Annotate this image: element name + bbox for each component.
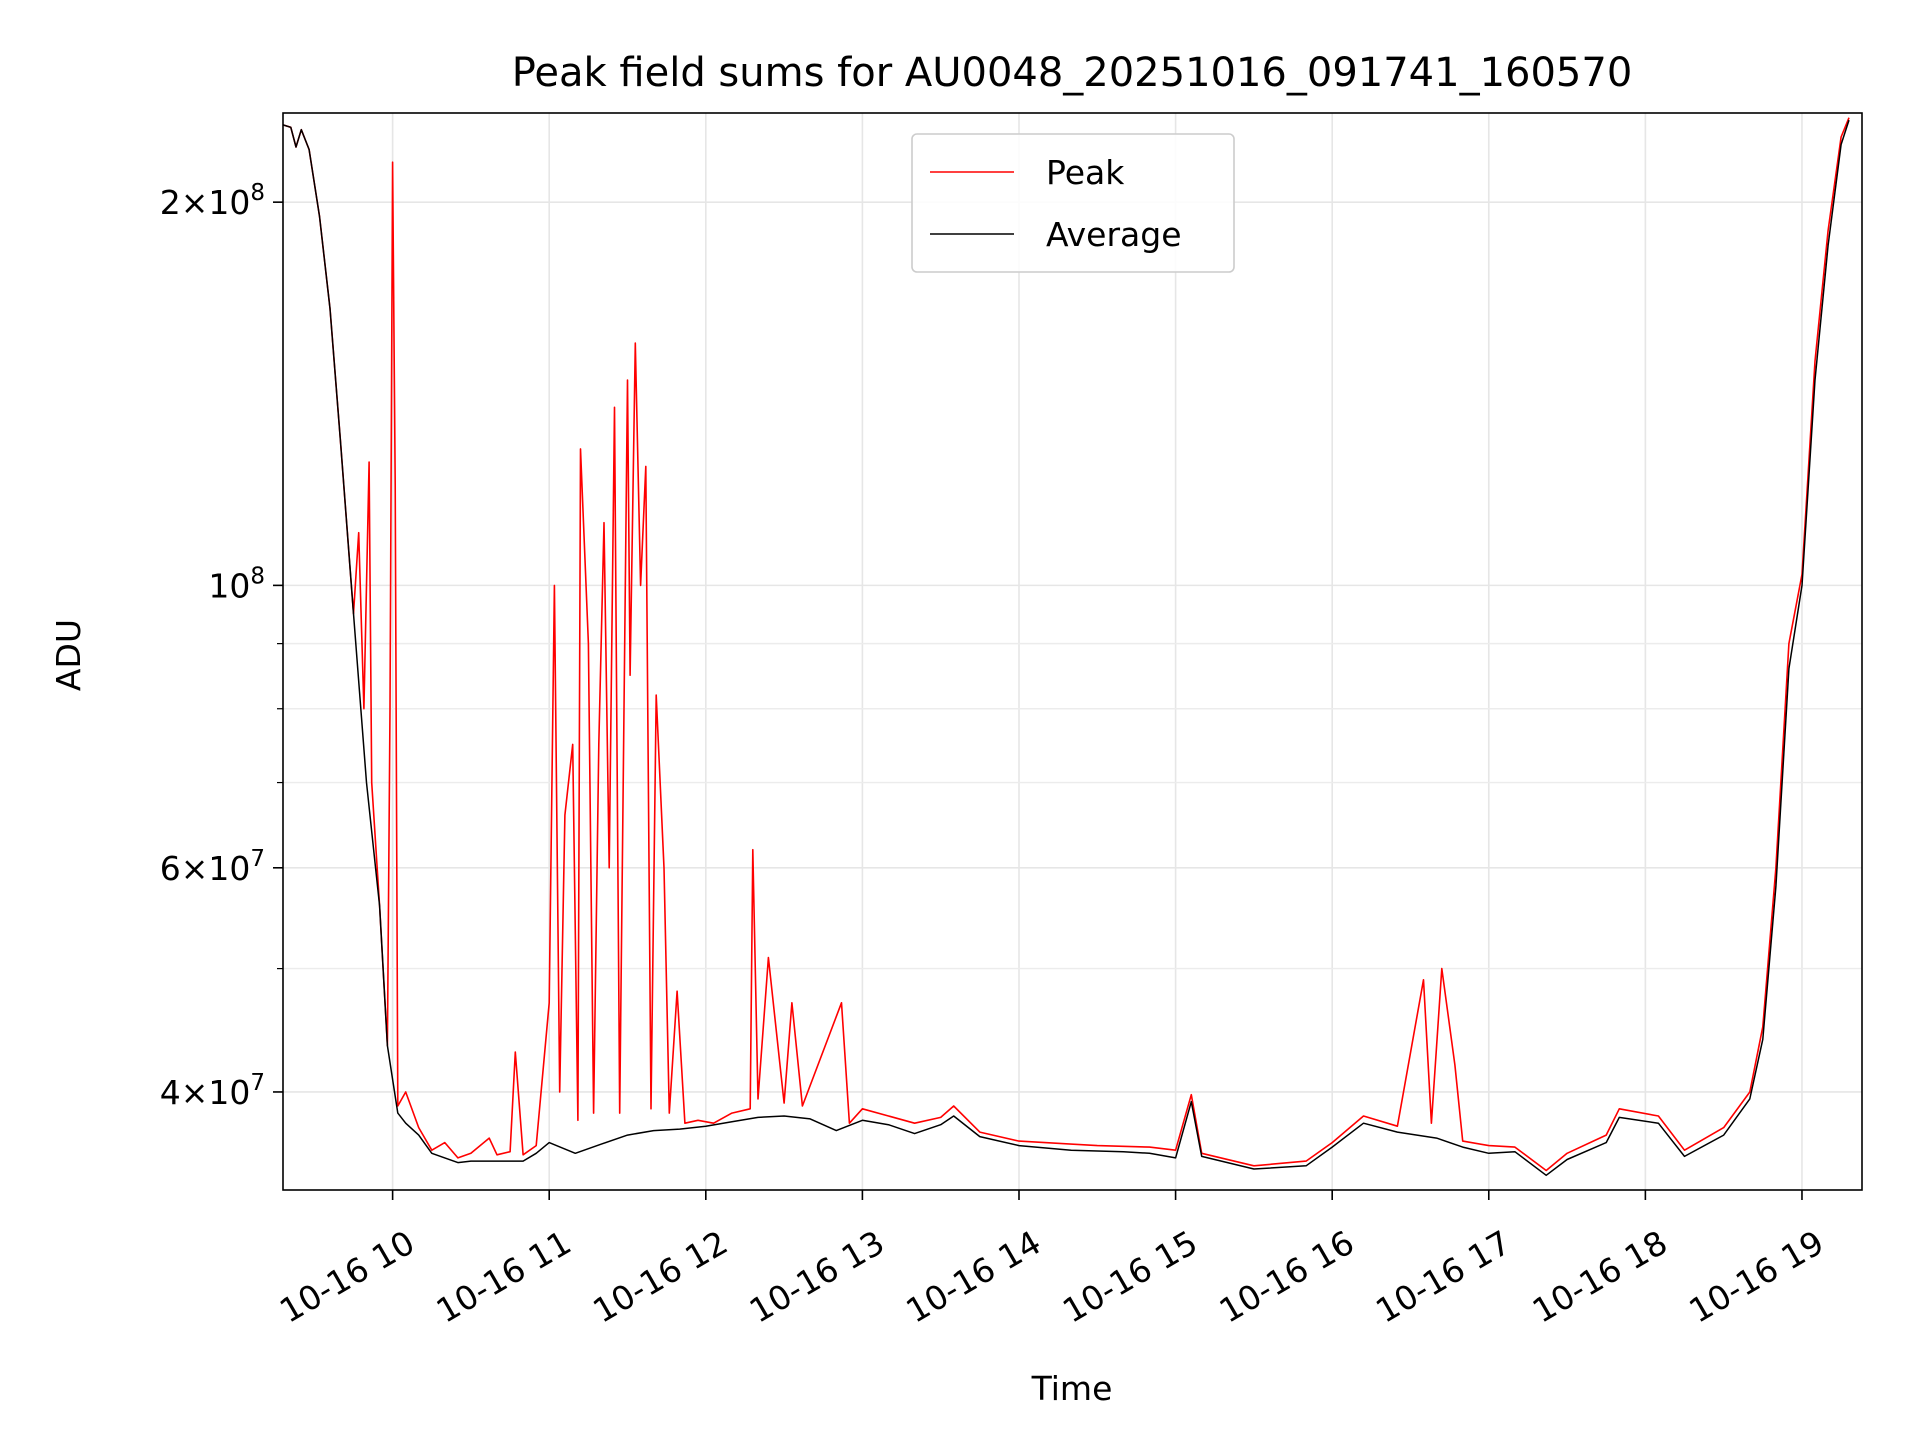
legend: Peak Average xyxy=(911,133,1235,273)
legend-box xyxy=(911,133,1235,273)
plot-series xyxy=(282,117,1850,1177)
y-tick-exponent: 7 xyxy=(250,1070,265,1096)
y-tick-base: 10 xyxy=(208,1073,250,1112)
y-tick-label: 6×107 xyxy=(160,846,265,888)
y-tick-base: 10 xyxy=(208,849,250,888)
y-axis-label: ADU xyxy=(49,619,88,691)
y-tick-label: 108 xyxy=(208,563,265,605)
legend-label-peak: Peak xyxy=(1046,153,1125,192)
series-line-average xyxy=(282,119,1850,1177)
y-tick-label: 4×107 xyxy=(160,1070,265,1112)
y-tick-times: × xyxy=(181,183,209,222)
series-line-peak xyxy=(282,117,1850,1172)
y-tick-mantissa: 6 xyxy=(160,849,181,888)
plot-frame xyxy=(282,112,1863,1191)
y-tick-exponent: 7 xyxy=(250,846,265,872)
y-tick-base: 10 xyxy=(208,183,250,222)
legend-label-average: Average xyxy=(1046,215,1182,254)
grid-lines xyxy=(283,113,1862,1190)
y-tick-mantissa: 4 xyxy=(160,1073,181,1112)
x-axis-label: Time xyxy=(1031,1369,1113,1408)
y-tick-label: 2×108 xyxy=(160,180,265,222)
y-tick-times: × xyxy=(181,849,209,888)
chart-title: Peak field sums for AU0048_20251016_0917… xyxy=(512,50,1633,96)
y-tick-times: × xyxy=(181,1073,209,1112)
y-tick-base: 10 xyxy=(208,566,250,605)
y-tick-mantissa: 2 xyxy=(160,183,181,222)
y-tick-exponent: 8 xyxy=(250,563,265,589)
y-tick-exponent: 8 xyxy=(250,180,265,206)
